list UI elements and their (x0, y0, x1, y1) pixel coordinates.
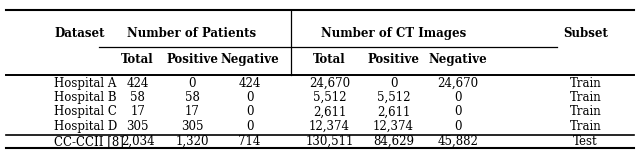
Text: 130,511: 130,511 (305, 135, 354, 148)
Text: 58: 58 (184, 91, 200, 104)
Text: 714: 714 (239, 135, 260, 148)
Text: 2,611: 2,611 (313, 105, 346, 118)
Text: Number of Patients: Number of Patients (127, 27, 257, 40)
Text: 0: 0 (246, 120, 253, 133)
Text: Total: Total (314, 53, 346, 66)
Text: 424: 424 (239, 77, 260, 90)
Text: 84,629: 84,629 (373, 135, 414, 148)
Text: 0: 0 (246, 91, 253, 104)
Text: 24,670: 24,670 (437, 77, 478, 90)
Text: 2,034: 2,034 (121, 135, 154, 148)
Text: 58: 58 (130, 91, 145, 104)
Text: 0: 0 (454, 91, 461, 104)
Text: 17: 17 (184, 105, 200, 118)
Text: 0: 0 (454, 105, 461, 118)
Text: Train: Train (570, 105, 602, 118)
Text: 1,320: 1,320 (175, 135, 209, 148)
Text: 424: 424 (127, 77, 148, 90)
Text: 0: 0 (188, 77, 196, 90)
Text: 0: 0 (390, 77, 397, 90)
Text: 0: 0 (246, 105, 253, 118)
Text: 17: 17 (130, 105, 145, 118)
Text: 0: 0 (454, 120, 461, 133)
Text: Train: Train (570, 120, 602, 133)
Text: Negative: Negative (220, 53, 279, 66)
Text: CC-CCII [8]: CC-CCII [8] (54, 135, 124, 148)
Text: Hospital A: Hospital A (54, 77, 116, 90)
Text: Total: Total (122, 53, 154, 66)
Text: Train: Train (570, 91, 602, 104)
Text: 12,374: 12,374 (309, 120, 350, 133)
Text: 5,512: 5,512 (313, 91, 346, 104)
Text: Test: Test (573, 135, 598, 148)
Text: Positive: Positive (367, 53, 420, 66)
Text: Hospital B: Hospital B (54, 91, 117, 104)
Text: Hospital D: Hospital D (54, 120, 118, 133)
Text: Subset: Subset (563, 27, 608, 40)
Text: Hospital C: Hospital C (54, 105, 117, 118)
Text: Number of CT Images: Number of CT Images (321, 27, 466, 40)
Text: Negative: Negative (428, 53, 487, 66)
Text: Dataset: Dataset (54, 27, 105, 40)
Text: 12,374: 12,374 (373, 120, 414, 133)
Text: 2,611: 2,611 (377, 105, 410, 118)
Text: 305: 305 (180, 120, 204, 133)
Text: 5,512: 5,512 (377, 91, 410, 104)
Text: 305: 305 (126, 120, 149, 133)
Text: 24,670: 24,670 (309, 77, 350, 90)
Text: Positive: Positive (166, 53, 218, 66)
Text: Train: Train (570, 77, 602, 90)
Text: 45,882: 45,882 (437, 135, 478, 148)
